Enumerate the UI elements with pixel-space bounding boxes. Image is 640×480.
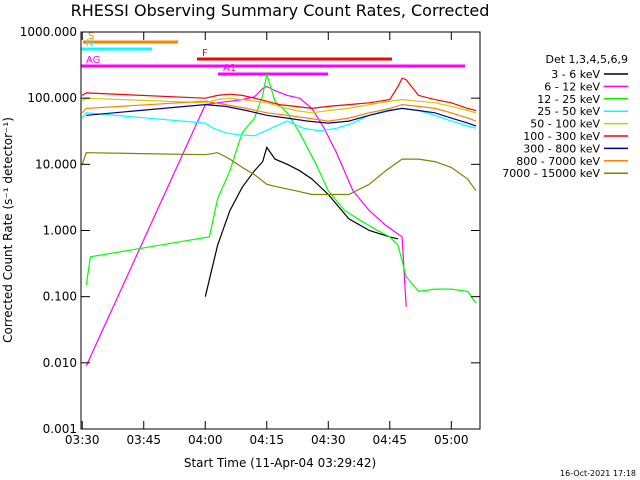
legend-title: Det 1,3,4,5,6,9 — [545, 53, 628, 66]
legend-label-3: 25 - 50 keV — [537, 105, 600, 118]
axes: 03:30 03:45 04:00 04:15 04:30 04:45 05:00 0.001… — [20, 25, 480, 447]
x-tick-label-6: 05:00 — [434, 433, 469, 447]
chart-title: RHESSI Observing Summary Count Rates, Co… — [71, 1, 490, 20]
legend-label-5: 100 - 300 keV — [523, 130, 600, 143]
legend-label-4: 50 - 100 keV — [530, 118, 600, 131]
series-line-0 — [204, 146, 399, 297]
plot-frame — [80, 31, 481, 430]
x-tick-label-4: 04:30 — [311, 433, 346, 447]
series-line-3 — [81, 107, 477, 137]
y-tick-label-6: 1000.000 — [20, 25, 77, 39]
annotation-label-0: S — [88, 31, 94, 42]
y-tick-label-5: 100.000 — [27, 91, 77, 105]
x-axis-label: Start Time (11-Apr-04 03:29:42) — [184, 456, 376, 470]
annotation-label-1: N — [86, 38, 93, 49]
series-line-2 — [85, 74, 477, 304]
x-tick-label-0: 03:30 — [65, 433, 100, 447]
x-tick-label-2: 04:00 — [188, 433, 223, 447]
series-layer — [81, 74, 477, 367]
x-tick-label-5: 04:45 — [372, 433, 407, 447]
legend-label-2: 12 - 25 keV — [537, 93, 600, 106]
series-line-7 — [81, 100, 477, 122]
y-tick-label-4: 10.000 — [35, 157, 77, 171]
series-line-8 — [81, 152, 477, 196]
legend-label-0: 3 - 6 keV — [551, 68, 600, 81]
annotation-label-3: AG — [86, 55, 100, 66]
legend-label-8: 7000 - 15000 keV — [502, 167, 600, 180]
annotation-label-4: A1 — [223, 63, 236, 74]
series-line-5 — [81, 77, 477, 112]
y-axis-label: Corrected Count Rate (s⁻¹ detector⁻¹) — [1, 117, 15, 343]
legend-label-6: 300 - 800 keV — [523, 142, 600, 155]
annotation-label-2: F — [202, 48, 208, 59]
y-tick-label-1: 0.010 — [43, 356, 77, 370]
series-line-4 — [81, 97, 477, 114]
y-tick-label-3: 1.000 — [43, 224, 77, 238]
annotation-bars: SN F AG A1 — [81, 31, 465, 76]
y-tick-label-2: 0.100 — [43, 290, 77, 304]
y-tick-label-0: 0.001 — [43, 422, 77, 436]
legend-label-7: 800 - 7000 keV — [516, 155, 600, 168]
x-tick-label-1: 03:45 — [126, 433, 161, 447]
footer-date: 16-Oct-2021 17:18 — [560, 469, 636, 478]
legend-label-1: 6 - 12 keV — [544, 80, 600, 93]
series-line-6 — [86, 103, 477, 127]
series-line-1 — [85, 85, 407, 367]
x-tick-label-3: 04:15 — [249, 433, 284, 447]
